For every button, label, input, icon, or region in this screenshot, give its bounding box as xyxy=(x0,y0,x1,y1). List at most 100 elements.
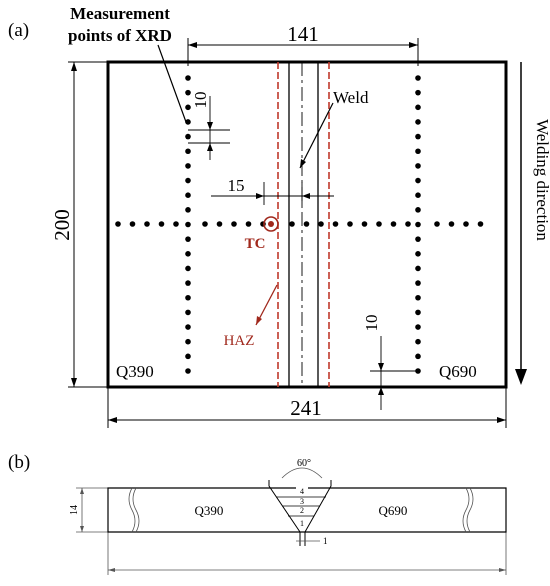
q690-section-label: Q690 xyxy=(379,503,408,518)
pass-1-label: 1 xyxy=(300,519,304,528)
xrd-point xyxy=(185,338,191,345)
xrd-point xyxy=(477,221,484,227)
haz-label: HAZ xyxy=(224,333,255,349)
xrd-point xyxy=(185,265,191,272)
thermocouple-marker xyxy=(263,216,279,232)
xrd-point xyxy=(185,236,191,242)
xrd-point xyxy=(415,163,421,169)
xrd-point xyxy=(415,265,421,272)
xrd-point xyxy=(415,89,421,96)
xrd-point xyxy=(245,221,252,227)
dim-141-label: 141 xyxy=(287,22,319,46)
xrd-point xyxy=(347,221,353,227)
xrd-point xyxy=(185,280,191,286)
xrd-point xyxy=(129,221,136,227)
xrd-point xyxy=(185,133,191,140)
xrd-point xyxy=(185,119,191,125)
weld-label: Weld xyxy=(333,88,369,107)
xrd-point xyxy=(289,221,295,227)
xrd-point xyxy=(185,207,191,213)
xrd-point xyxy=(434,221,440,227)
dim-241-label: 241 xyxy=(290,396,322,420)
xrd-point xyxy=(185,163,191,169)
xrd-point xyxy=(463,221,469,227)
xrd-point xyxy=(185,309,191,316)
xrd-point xyxy=(415,236,421,242)
xrd-point xyxy=(185,368,191,374)
xrd-point xyxy=(332,221,339,227)
tc-label: TC xyxy=(245,236,266,252)
xrd-point xyxy=(415,280,421,286)
weld-leader xyxy=(299,102,334,169)
xrd-point xyxy=(415,177,421,184)
xrd-point xyxy=(415,338,421,345)
xrd-point xyxy=(415,192,421,198)
angle-label: 60° xyxy=(297,458,311,469)
weld-lines xyxy=(288,62,319,387)
weld-arrowhead xyxy=(300,159,306,168)
xrd-point xyxy=(415,207,421,213)
xrd-point xyxy=(390,221,397,227)
cross-section xyxy=(76,467,507,575)
xrd-point xyxy=(415,294,421,301)
xrd-point xyxy=(415,353,421,360)
dimension-15 xyxy=(211,182,334,205)
dimension-10-bottom xyxy=(370,336,418,410)
xrd-point xyxy=(415,104,421,111)
xrd-point xyxy=(185,294,191,301)
xrd-point xyxy=(415,75,421,81)
xrd-point xyxy=(144,221,150,227)
dimension-10-top xyxy=(188,96,230,160)
xrd-point xyxy=(415,251,421,257)
root-gap-label: 1 xyxy=(323,536,328,546)
xrd-point xyxy=(185,148,191,155)
xrd-point xyxy=(405,221,411,227)
plate-outline xyxy=(106,60,508,389)
xrd-point xyxy=(185,353,191,360)
xrd-point xyxy=(202,221,208,227)
dim-10-bottom-label: 10 xyxy=(362,315,381,332)
xrd-measurement-points xyxy=(115,75,484,374)
dimension-200 xyxy=(68,61,108,388)
q690-label: Q690 xyxy=(439,362,477,381)
dimension-141 xyxy=(187,38,419,66)
panel-a-label: (a) xyxy=(8,20,29,41)
xrd-point xyxy=(415,148,421,155)
xrd-point xyxy=(185,221,191,228)
pass-2-label: 2 xyxy=(300,506,304,515)
xrd-point xyxy=(185,75,191,81)
xrd-point xyxy=(185,192,191,198)
xrd-point xyxy=(185,251,191,257)
haz-arrowhead xyxy=(256,316,262,325)
xrd-point xyxy=(376,221,382,227)
thickness-label: 14 xyxy=(69,505,80,515)
xrd-point xyxy=(185,104,191,111)
xrd-point xyxy=(415,221,421,228)
xrd-point xyxy=(185,324,191,330)
xrd-point xyxy=(216,221,223,227)
xrd-point xyxy=(415,119,421,125)
dim-15-label: 15 xyxy=(228,176,245,195)
xrd-point xyxy=(415,133,421,140)
xrd-point xyxy=(231,221,237,227)
xrd-point xyxy=(173,221,179,227)
dim-10-top-label: 10 xyxy=(191,92,210,109)
xrd-point xyxy=(303,221,310,227)
xrd-label-line1: Measurement xyxy=(70,4,170,23)
q390-section-label: Q390 xyxy=(195,503,224,518)
xrd-point xyxy=(415,324,421,330)
xrd-point xyxy=(185,89,191,96)
xrd-point xyxy=(185,177,191,184)
xrd-leader-line xyxy=(157,44,187,123)
xrd-label-line2: points of XRD xyxy=(68,26,172,45)
panel-b-label: (b) xyxy=(8,452,30,473)
xrd-point xyxy=(448,221,455,227)
pass-3-label: 3 xyxy=(300,497,304,506)
xrd-point xyxy=(318,221,324,227)
xrd-point xyxy=(415,309,421,316)
welding-direction-label: Welding direction xyxy=(533,119,550,241)
xrd-point xyxy=(158,221,165,227)
xrd-point xyxy=(361,221,368,227)
pass-4-label: 4 xyxy=(300,487,304,496)
dimension-241 xyxy=(107,387,507,428)
